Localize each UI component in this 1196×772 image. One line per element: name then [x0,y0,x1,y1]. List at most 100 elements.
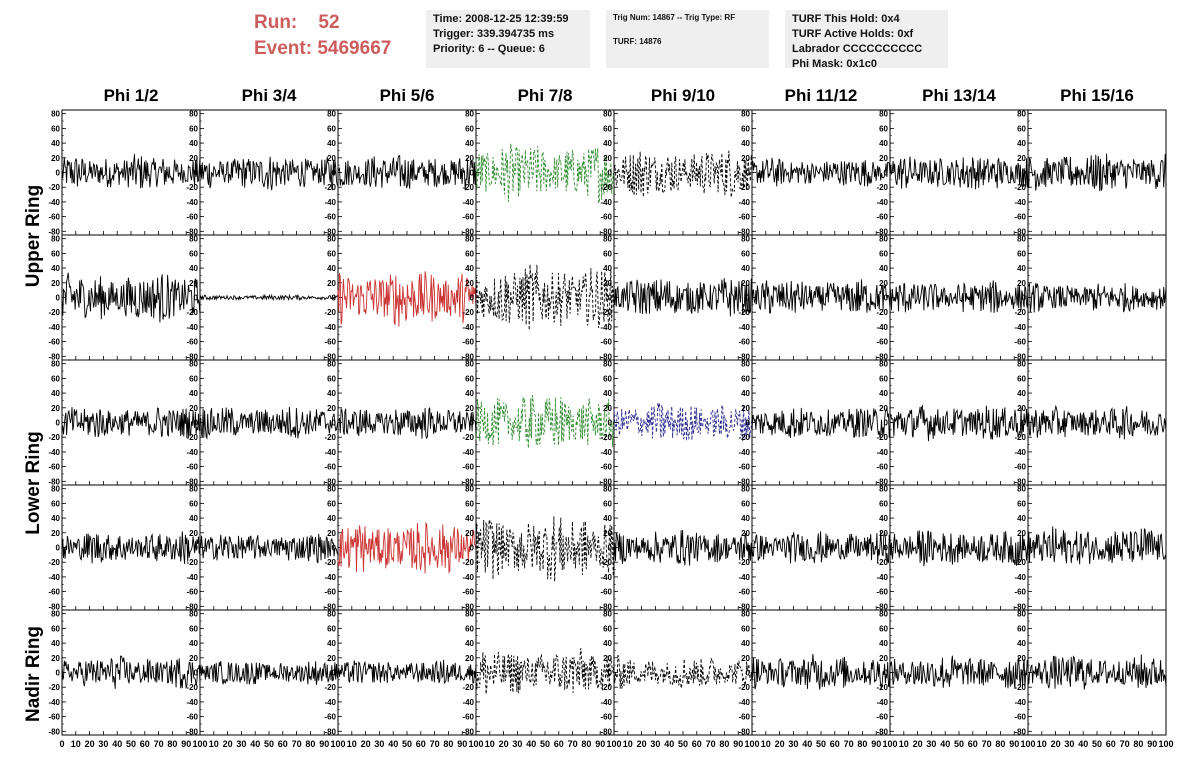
waveform-panel: -80 -60 -40 -20 0 20 40 60 80 [738,109,891,236]
y-tick-label: -20 [324,308,336,317]
y-tick-label: -20 [462,558,474,567]
y-tick-label: -40 [600,573,612,582]
x-tick-label: 20 [637,739,647,749]
y-tick-label: 40 [465,389,474,398]
x-tick-label: 70 [706,739,716,749]
y-tick-label: -20 [48,558,60,567]
y-tick-label: 20 [465,529,474,538]
y-tick-label: 60 [465,374,474,383]
y-tick-label: -60 [186,713,198,722]
x-tick-label: 100 [1020,739,1035,749]
waveform-panel: -80 -60 -40 -20 0 20 40 60 80 [600,359,753,486]
y-tick-label: -60 [462,213,474,222]
y-tick-label: 20 [51,404,60,413]
y-tick-label: -20 [600,308,612,317]
y-tick-label: 60 [603,249,612,258]
waveform-panel: -80 -60 -40 -20 0 20 40 60 80 [186,359,339,486]
waveform-panel: -80 -60 -40 -20 0 20 40 60 80 [876,609,1029,736]
y-tick-label: 20 [603,529,612,538]
y-tick-label: -60 [1014,588,1026,597]
y-tick-label: 60 [879,499,888,508]
y-tick-label: 60 [327,124,336,133]
waveform-panel: -80 -60 -40 -20 0 20 40 60 80 [186,609,339,736]
y-tick-label: -20 [186,433,198,442]
x-tick-label: 10 [347,739,357,749]
x-tick-label: 10 [623,739,633,749]
y-tick-label: 20 [51,529,60,538]
y-tick-label: 0 [1022,294,1027,303]
y-tick-label: -20 [186,183,198,192]
y-tick-label: -80 [462,602,474,611]
waveform-panel: -80 -60 -40 -20 0 20 40 60 80 [462,109,615,236]
y-tick-label: -60 [48,713,60,722]
y-tick-label: 60 [51,624,60,633]
y-tick-label: -20 [738,183,750,192]
y-tick-label: 60 [741,499,750,508]
y-tick-label: -40 [876,573,888,582]
y-tick-label: 60 [327,374,336,383]
y-tick-label: 0 [470,294,475,303]
y-tick-label: -20 [48,433,60,442]
y-tick-label: -60 [462,463,474,472]
y-tick-label: -60 [738,588,750,597]
y-tick-label: -60 [48,338,60,347]
y-tick-label: 80 [327,610,336,619]
y-tick-label: -40 [186,323,198,332]
phi-label: Phi 5/6 [379,86,435,105]
y-tick-label: 80 [603,235,612,244]
y-tick-label: -40 [462,448,474,457]
x-tick-label: 50 [264,739,274,749]
waveform-panel: -80 -60 -40 -20 0 20 40 60 80 [324,109,477,236]
y-tick-label: -60 [876,463,888,472]
waveform-line [751,279,891,314]
waveform-panel: -80 -60 -40 -20 0 20 40 60 80 [462,484,615,611]
y-tick-label: -80 [186,602,198,611]
y-tick-label: 20 [741,654,750,663]
x-tick-label: 20 [1051,739,1061,749]
x-tick-label: 80 [1133,739,1143,749]
waveform-panel: -80 -60 -40 -20 0 20 40 60 80 [1014,609,1167,736]
waveform-line [889,156,1029,190]
x-tick-label: 100 [330,739,345,749]
y-tick-label: 80 [741,485,750,494]
y-tick-label: 40 [189,264,198,273]
y-tick-label: -60 [462,338,474,347]
y-tick-label: 60 [879,249,888,258]
y-tick-label: 80 [51,360,60,369]
y-tick-label: 60 [603,624,612,633]
x-tick-label: 50 [1092,739,1102,749]
y-tick-label: -80 [48,727,60,736]
y-tick-label: 80 [741,610,750,619]
y-tick-label: -20 [600,683,612,692]
waveform-panel: -80 -60 -40 -20 0 20 40 60 80 [186,234,339,361]
y-tick-label: 40 [603,639,612,648]
y-tick-label: -40 [600,198,612,207]
waveform-line [61,531,201,564]
y-tick-label: -80 [738,352,750,361]
y-tick-label: -80 [876,727,888,736]
y-tick-label: -20 [186,683,198,692]
y-tick-label: 0 [884,419,889,428]
y-tick-label: 0 [194,544,199,553]
x-tick-label: 40 [388,739,398,749]
waveform-line [337,407,477,440]
x-tick-label: 50 [126,739,136,749]
y-tick-label: 40 [327,514,336,523]
y-tick-label: 0 [56,544,61,553]
panel-frame [751,359,891,486]
y-tick-label: -60 [1014,213,1026,222]
y-tick-label: -60 [738,338,750,347]
y-tick-label: -40 [600,323,612,332]
event-value: 5469667 [317,38,392,59]
y-tick-label: -60 [462,713,474,722]
y-tick-label: -80 [186,477,198,486]
x-tick-label: 10 [485,739,495,749]
y-tick-label: -20 [600,558,612,567]
y-tick-label: 80 [51,235,60,244]
y-tick-label: -60 [324,338,336,347]
y-tick-label: 60 [741,374,750,383]
y-tick-label: 40 [465,264,474,273]
y-tick-label: -80 [324,477,336,486]
x-tick-label: 30 [98,739,108,749]
y-tick-label: 0 [470,669,475,678]
